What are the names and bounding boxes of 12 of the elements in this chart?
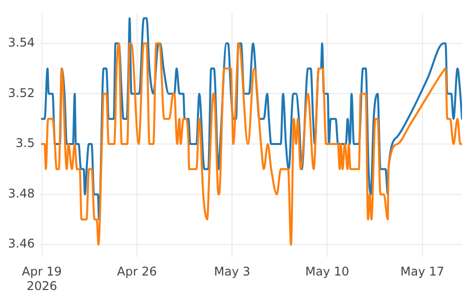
x-tick-label: May 3	[214, 264, 250, 279]
x-tick-label: Apr 19 2026	[22, 264, 62, 293]
y-tick-label: 3.46	[8, 236, 35, 251]
x-tick-label: May 10	[305, 264, 350, 279]
line-series	[40, 17, 462, 220]
line-series	[40, 42, 462, 246]
x-tick-label: May 17	[400, 264, 444, 279]
y-tick-label: 3.5	[16, 136, 35, 150]
y-tick-label: 3.52	[8, 86, 35, 100]
y-tick-label: 3.54	[8, 36, 35, 50]
x-tick-label: Apr 26	[117, 264, 157, 279]
y-tick-label: 3.48	[8, 186, 35, 200]
